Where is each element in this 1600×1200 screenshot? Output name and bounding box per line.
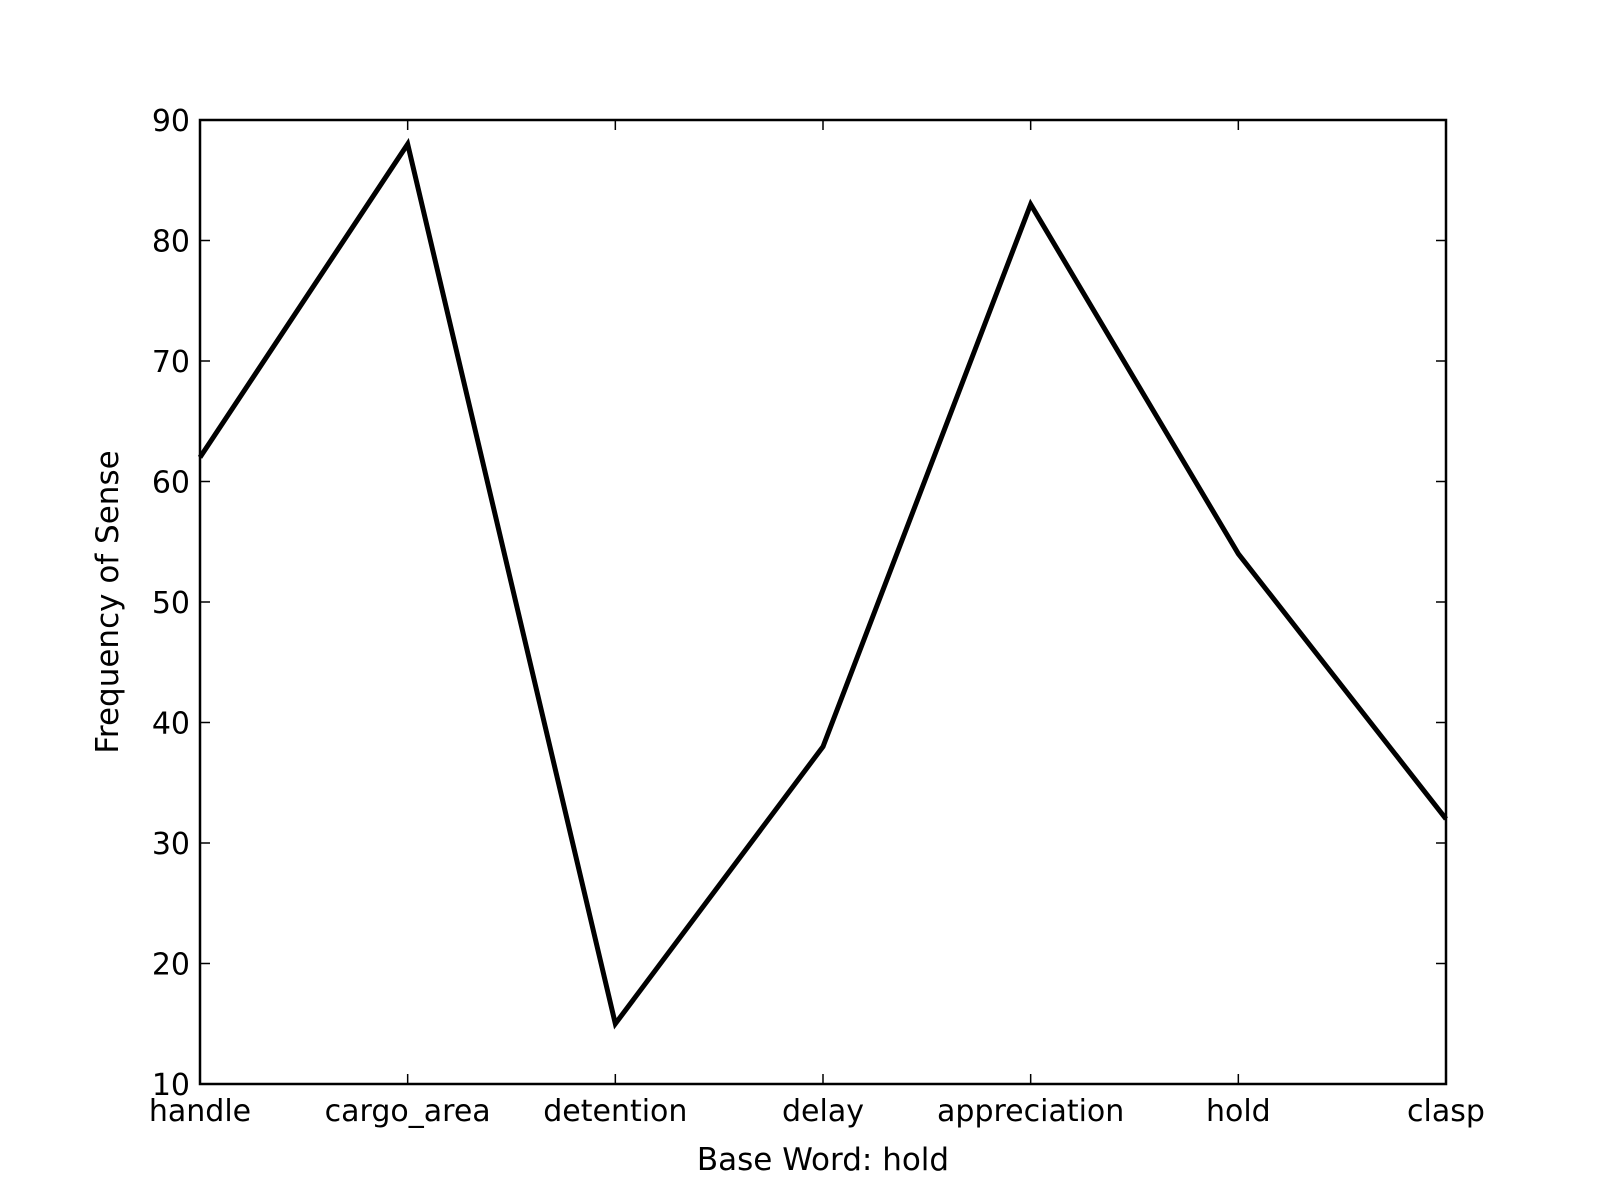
y-axis-label: Frequency of Sense <box>90 450 126 753</box>
x-tick-label: delay <box>782 1094 864 1129</box>
y-tick-label: 60 <box>152 466 190 501</box>
y-tick-label: 50 <box>152 586 190 621</box>
x-axis-label: Base Word: hold <box>697 1142 949 1178</box>
y-tick-label: 30 <box>152 827 190 862</box>
x-tick-label: handle <box>149 1094 251 1129</box>
series-layer <box>197 137 1448 1030</box>
y-tick-label: 90 <box>152 104 190 139</box>
x-tick-label: clasp <box>1407 1094 1485 1129</box>
series-line <box>197 137 1448 1030</box>
tick-marks <box>199 119 1447 1085</box>
y-tick-label: 20 <box>152 948 190 983</box>
x-tick-label: appreciation <box>937 1094 1124 1129</box>
y-tick-label: 80 <box>152 225 190 260</box>
y-tick-label: 40 <box>152 707 190 742</box>
y-tick-labels: 10 20 30 40 50 60 70 80 90 <box>152 104 190 1103</box>
x-tick-label: detention <box>543 1094 687 1129</box>
y-tick-label: 70 <box>152 345 190 380</box>
y-tick-label: 10 <box>152 1068 190 1103</box>
x-tick-labels: handle cargo_area detention delay appreciati… <box>149 1094 1485 1129</box>
x-tick-label: cargo_area <box>325 1094 491 1129</box>
x-tick-label: hold <box>1206 1094 1271 1129</box>
plot-frame <box>198 118 1448 1086</box>
